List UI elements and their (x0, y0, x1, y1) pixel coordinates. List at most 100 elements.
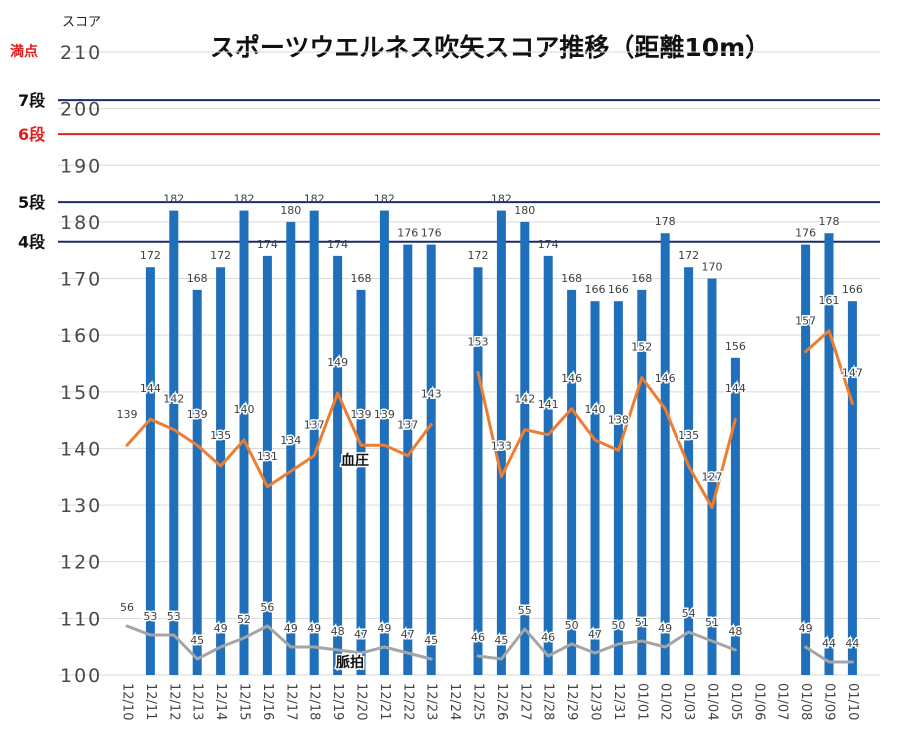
blood-pressure-value-label: 161 (819, 294, 840, 307)
blood-pressure-value-label: 142 (163, 393, 184, 406)
score-value-label: 166 (842, 283, 863, 296)
score-bar (567, 289, 577, 675)
blood-pressure-value-label: 139 (374, 408, 395, 421)
pulse-value-label: 45 (424, 634, 438, 647)
blood-pressure-value-label: 147 (842, 367, 863, 380)
pulse-value-label: 49 (799, 622, 813, 635)
score-value-label: 174 (538, 238, 559, 251)
score-bar (356, 289, 366, 675)
blood-pressure-value-label: 135 (678, 429, 699, 442)
blood-pressure-value-label: 144 (725, 382, 746, 395)
score-value-label: 174 (327, 238, 348, 251)
y-tick-label: 100 (60, 665, 102, 687)
x-tick-label: 01/08 (798, 683, 813, 720)
score-bar (801, 244, 811, 675)
x-tick-label: 12/17 (283, 683, 298, 720)
x-tick-label: 01/06 (751, 683, 766, 720)
pulse-value-label: 45 (190, 634, 204, 647)
x-tick-label: 12/10 (120, 683, 135, 720)
x-tick-label: 12/29 (564, 683, 579, 720)
x-tick-label: 01/04 (705, 683, 720, 720)
score-value-label: 172 (210, 249, 231, 262)
y-tick-label: 170 (60, 269, 102, 291)
score-bar (333, 255, 343, 675)
blood-pressure-value-label: 157 (795, 315, 816, 328)
score-bar (730, 357, 740, 675)
score-bar (520, 221, 530, 675)
x-tick-label: 01/02 (658, 683, 673, 720)
pulse-value-label: 47 (401, 628, 415, 641)
blood-pressure-value-label: 139 (351, 408, 372, 421)
score-value-label: 168 (631, 272, 652, 285)
chart-title: スポーツウエルネス吹矢スコア推移（距離10m） (210, 33, 770, 62)
pulse-value-label: 50 (611, 619, 625, 632)
reference-label: 5段 (18, 193, 46, 212)
pulse-value-label: 44 (822, 637, 836, 650)
score-value-label: 172 (468, 249, 489, 262)
pulse-value-label: 49 (284, 622, 298, 635)
score-bar (192, 289, 202, 675)
score-value-label: 182 (234, 193, 255, 206)
max-score-label: 満点 (10, 43, 38, 60)
vitals-lines (125, 329, 854, 664)
pulse-value-label: 50 (565, 619, 579, 632)
reference-label: 7段 (18, 91, 46, 110)
score-value-label: 180 (514, 204, 535, 217)
x-tick-label: 12/15 (237, 683, 252, 720)
reference-label: 6段 (18, 125, 46, 144)
score-bar (637, 289, 647, 675)
pulse-value-label: 45 (494, 634, 508, 647)
blood-pressure-value-label: 137 (397, 419, 418, 432)
x-tick-label: 12/23 (424, 683, 439, 720)
pulse-value-label: 48 (331, 625, 345, 638)
blood-pressure-value-label: 153 (468, 335, 489, 348)
score-value-label: 170 (702, 261, 723, 274)
pulse-value-label: 56 (120, 601, 134, 614)
score-value-label: 172 (140, 249, 161, 262)
pulse-line (125, 624, 854, 664)
x-tick-label: 12/12 (166, 683, 181, 720)
score-bar (403, 244, 413, 675)
pulse-value-label: 51 (705, 616, 719, 629)
score-value-label: 178 (819, 215, 840, 228)
score-bar (684, 267, 694, 675)
blood-pressure-value-label: 142 (514, 393, 535, 406)
y-tick-label: 180 (60, 212, 102, 234)
score-bar (496, 210, 506, 675)
pulse-value-label: 55 (518, 604, 532, 617)
y-tick-label: 120 (60, 552, 102, 574)
x-tick-label: 12/14 (213, 683, 228, 720)
pulse-value-label: 53 (167, 610, 181, 623)
score-bar (590, 301, 600, 675)
score-bar (543, 255, 553, 675)
score-bar (216, 267, 226, 675)
rank-reference-lines: 7段 6段 5段 4段 (18, 91, 880, 252)
x-tick-label: 01/05 (728, 683, 743, 720)
y-tick-label: 150 (60, 382, 102, 404)
blood-pressure-value-label: 140 (585, 403, 606, 416)
pulse-value-label: 54 (682, 607, 696, 620)
x-tick-label: 12/18 (307, 683, 322, 720)
pulse-value-label: 48 (728, 625, 742, 638)
score-value-label: 182 (163, 193, 184, 206)
x-tick-label: 01/07 (775, 683, 790, 720)
score-value-label: 166 (585, 283, 606, 296)
y-tick-label: 200 (60, 99, 102, 121)
blood-pressure-value-label: 146 (655, 372, 676, 385)
x-tick-label: 12/20 (354, 683, 369, 720)
x-tick-label: 01/09 (822, 683, 837, 720)
blood-pressure-value-label: 131 (257, 450, 278, 463)
gridlines (58, 51, 880, 676)
score-value-label: 156 (725, 340, 746, 353)
blood-pressure-value-label: 141 (538, 398, 559, 411)
score-bar (286, 221, 296, 675)
pulse-value-label: 47 (588, 628, 602, 641)
score-value-label: 172 (678, 249, 699, 262)
blood-pressure-value-label: 146 (561, 372, 582, 385)
pulse-value-label: 49 (307, 622, 321, 635)
score-value-label: 182 (491, 193, 512, 206)
blood-pressure-value-label: 152 (631, 341, 652, 354)
pulse-value-label: 49 (377, 622, 391, 635)
score-bar (145, 267, 155, 675)
